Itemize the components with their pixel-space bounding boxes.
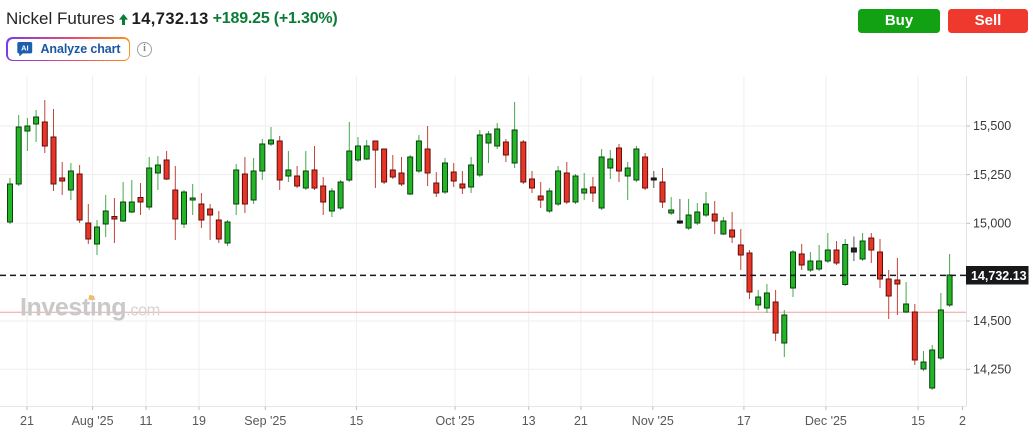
svg-text:11: 11 xyxy=(140,414,153,428)
svg-text:19: 19 xyxy=(192,414,206,428)
svg-text:Nov '25: Nov '25 xyxy=(632,414,674,428)
svg-text:14,500: 14,500 xyxy=(973,314,1011,328)
svg-text:21: 21 xyxy=(20,414,34,428)
svg-text:21: 21 xyxy=(574,414,588,428)
svg-text:15,250: 15,250 xyxy=(973,168,1011,182)
svg-text:Sep '25: Sep '25 xyxy=(244,414,286,428)
svg-text:15,000: 15,000 xyxy=(973,217,1011,231)
svg-text:Aug '25: Aug '25 xyxy=(72,414,114,428)
svg-text:14,732.13: 14,732.13 xyxy=(971,269,1027,283)
svg-text:Oct '25: Oct '25 xyxy=(435,414,474,428)
svg-text:15: 15 xyxy=(911,414,925,428)
svg-text:22: 22 xyxy=(959,414,973,428)
svg-text:AI: AI xyxy=(21,44,29,53)
svg-text:15,500: 15,500 xyxy=(973,119,1011,133)
svg-text:15: 15 xyxy=(349,414,363,428)
svg-text:14,250: 14,250 xyxy=(973,363,1011,377)
svg-text:Dec '25: Dec '25 xyxy=(805,414,847,428)
svg-text:13: 13 xyxy=(522,414,536,428)
svg-text:17: 17 xyxy=(737,414,751,428)
